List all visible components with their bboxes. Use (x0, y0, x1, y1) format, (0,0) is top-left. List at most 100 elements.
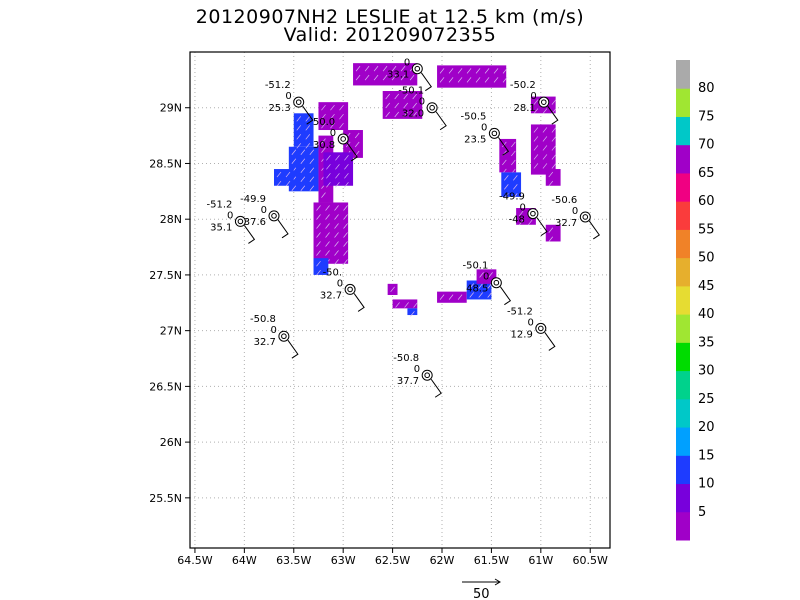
wind-barb (302, 105, 314, 125)
wind-arrow (502, 141, 507, 148)
x-tick-label: 63W (331, 554, 356, 567)
wind-arrow (343, 205, 348, 211)
station-top-value: -51.2 (507, 306, 533, 317)
wind-arrow (448, 77, 454, 83)
wind-cell (274, 169, 294, 186)
wind-arrow (326, 164, 331, 170)
wind-arrow (394, 93, 399, 100)
wind-barb (420, 72, 433, 92)
wind-arrow (325, 205, 330, 211)
wind-barb (435, 111, 447, 131)
wind-arrow (334, 223, 339, 229)
station-inner-circle (340, 136, 346, 142)
station-circle (278, 330, 290, 342)
station-mid-value: 0 (404, 58, 410, 69)
wind-arrow (330, 122, 335, 129)
wind-arrow (330, 104, 335, 111)
wind-cell (293, 113, 314, 147)
wind-arrow (354, 141, 360, 148)
wind-arrow (296, 134, 302, 140)
wind-arrow (448, 294, 454, 300)
colorbar-swatch (676, 511, 690, 541)
wind-arrow (373, 74, 379, 81)
wind-cell (437, 65, 507, 88)
wind-arrow (344, 182, 349, 188)
wind-arrow (276, 171, 282, 178)
wind-arrow (354, 132, 360, 139)
station-bottom-value: 32.0 (402, 109, 424, 120)
y-tick-label: 29N (160, 102, 182, 115)
station-bottom-value: 48.5 (466, 284, 488, 295)
wind-arrow (305, 143, 311, 149)
station-circle (538, 96, 550, 108)
colorbar-swatch (676, 285, 690, 315)
station-top-value: -50.6 (551, 195, 577, 206)
y-tick-label: 26N (160, 436, 182, 449)
colorbar-swatch (676, 427, 690, 456)
colorbar-swatch (676, 483, 690, 513)
station-mid-value: 0 (419, 97, 425, 108)
station-mid-value: 0 (261, 205, 267, 216)
wind-arrow (334, 250, 339, 256)
wind-arrow (321, 122, 326, 129)
wind-barb (547, 105, 559, 125)
station-top-value: -49.9 (240, 194, 266, 205)
chart-title: 20120907NH2 LESLIE at 12.5 km (m/s) (195, 6, 585, 28)
station-mid-value: 0 (572, 206, 578, 217)
wind-arrow (316, 269, 321, 276)
wind-arrow (533, 127, 539, 133)
wind-arrow (343, 241, 348, 247)
wind-arrow (305, 125, 311, 131)
station-circle (411, 63, 423, 75)
wind-arrow (344, 164, 349, 170)
wind-arrow (533, 163, 539, 169)
stations: -51.2025.3033.1-50.1032.0-50.2028.150.00… (207, 58, 601, 398)
wind-arrow (321, 192, 326, 198)
wind-arrow (334, 232, 339, 238)
wind-arrow (296, 143, 302, 149)
station-bottom-value: 25.3 (268, 103, 290, 114)
wind-arrow (339, 122, 344, 129)
station-inner-circle (582, 214, 589, 220)
station-top-value: -50.5 (461, 111, 487, 122)
station-circle (527, 208, 539, 220)
wind-arrow (343, 259, 348, 265)
wind-arrow (548, 227, 554, 233)
wind-arrow (309, 149, 315, 155)
wind-barb (277, 219, 289, 239)
station-top-value: -51.2 (207, 199, 233, 210)
wind-arrow (533, 154, 539, 160)
wind-arrow (439, 294, 445, 300)
colorbar-label: 15 (698, 448, 715, 463)
wind-arrow (403, 111, 408, 118)
station-top-value: -50. (323, 267, 343, 278)
colorbar-swatch (676, 370, 690, 400)
wind-cell (545, 169, 561, 186)
station-circle (337, 133, 349, 145)
wind-barb (544, 332, 556, 351)
station-mid-value: 0 (414, 364, 420, 375)
wind-arrow (457, 77, 463, 83)
station-mid-value: 0 (285, 91, 291, 102)
wind-arrow (385, 93, 390, 100)
wind-arrow (316, 250, 321, 256)
colorbar-label: 30 (698, 364, 715, 379)
wind-cell (437, 291, 467, 303)
wind-arrow (309, 167, 315, 173)
wind-barb (497, 137, 510, 156)
wind-arrow (316, 214, 321, 220)
wind-arrow (321, 104, 326, 111)
colorbar-label: 70 (698, 138, 715, 153)
station-top-value: -50.8 (250, 314, 276, 325)
station-bottom-value: 32.7 (254, 337, 276, 348)
colorbar-swatch (676, 144, 690, 174)
wind-arrow (551, 163, 557, 169)
station-mid-value: 0 (530, 91, 536, 102)
station-top-value: -50.2 (510, 80, 536, 91)
wind-arrow (339, 104, 344, 111)
wind-arrow (300, 149, 306, 155)
colorbar-label: 5 (698, 505, 706, 520)
wind-arrow (339, 113, 344, 120)
